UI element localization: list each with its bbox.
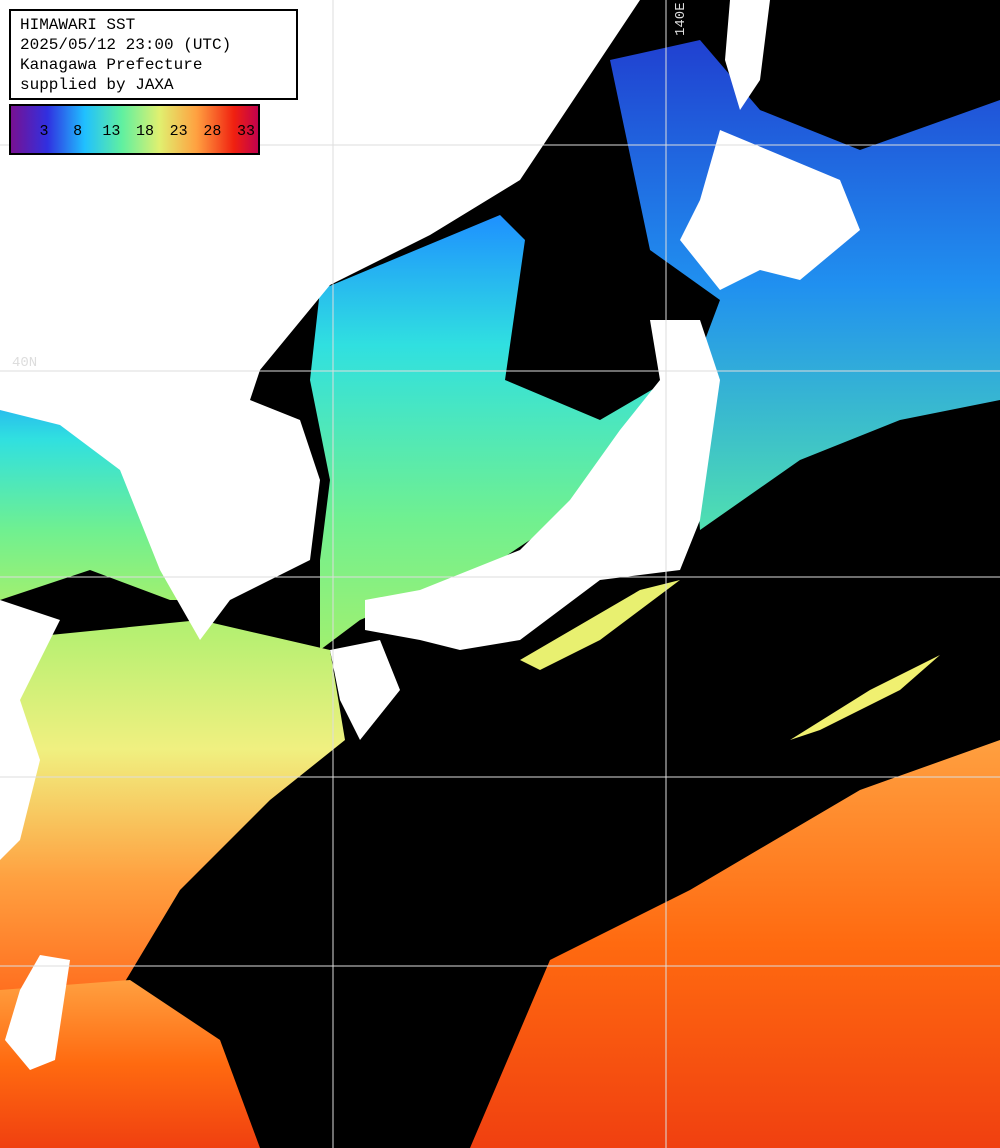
sea-streak bbox=[790, 655, 940, 740]
sea-southeast bbox=[470, 740, 1000, 1148]
color-bar bbox=[9, 104, 260, 155]
land bbox=[0, 0, 860, 1070]
color-bar-label: 28 bbox=[203, 123, 221, 140]
sea-coastal bbox=[520, 580, 680, 670]
header-line: HIMAWARI SST bbox=[20, 16, 135, 34]
color-bar-label: 8 bbox=[73, 123, 82, 140]
header: HIMAWARI SST 2025/05/12 23:00 (UTC) Kanaga… bbox=[20, 16, 231, 94]
color-bar-label: 23 bbox=[170, 123, 188, 140]
lon-label: 140E bbox=[673, 2, 689, 36]
color-bar-label: 3 bbox=[39, 123, 48, 140]
east-china-sea bbox=[0, 620, 345, 990]
header-box bbox=[9, 9, 298, 100]
header-line: 2025/05/12 23:00 (UTC) bbox=[20, 36, 231, 54]
sea-of-japan bbox=[310, 215, 660, 650]
lat-label: 40N bbox=[12, 355, 37, 371]
header-line: supplied by JAXA bbox=[20, 76, 174, 94]
color-bar-label: 13 bbox=[102, 123, 120, 140]
sea-southwest bbox=[0, 980, 260, 1148]
header-line: Kanagawa Prefecture bbox=[20, 56, 202, 74]
color-bar-label: 18 bbox=[136, 123, 154, 140]
color-bar-label: 33 bbox=[237, 123, 255, 140]
color-bar-labels: 3 8 13 18 23 28 33 bbox=[39, 123, 255, 140]
